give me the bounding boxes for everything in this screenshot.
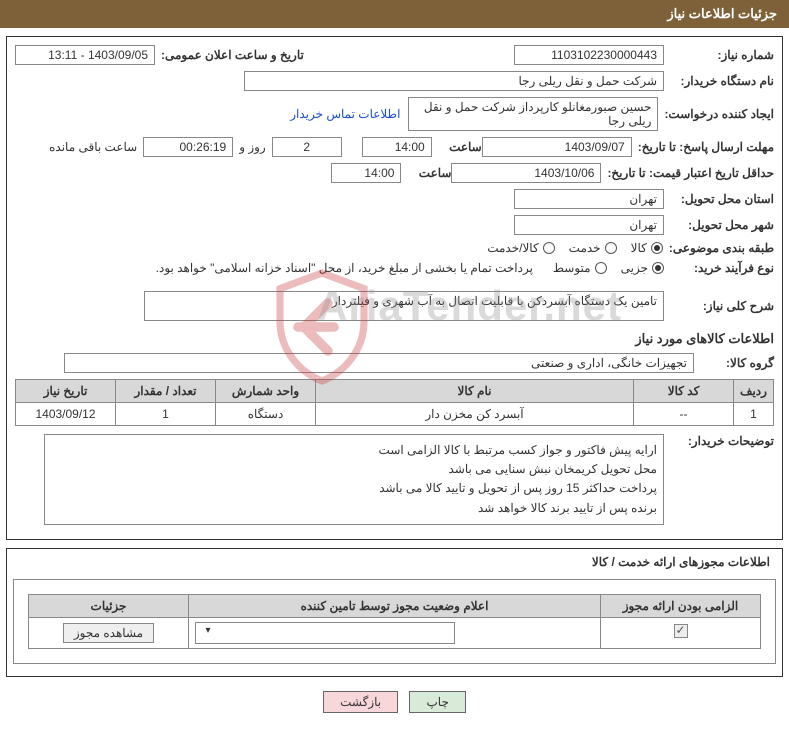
category-radio-group: کالا خدمت کالا/خدمت [487, 241, 663, 255]
province-field: تهران [514, 189, 664, 209]
category-both-label: کالا/خدمت [487, 241, 538, 255]
category-khedmat-radio[interactable] [605, 242, 617, 254]
requester-label: ایجاد کننده درخواست: [658, 107, 774, 121]
col-name: نام کالا [316, 380, 634, 403]
main-panel: AriaTender.net شماره نیاز: 1103102230000… [6, 36, 783, 540]
days-suffix: روز و [233, 140, 272, 154]
buyer-desc-box: ارایه پیش فاکتور و جواز کسب مرتبط با کال… [44, 434, 664, 525]
goods-section-title: اطلاعات کالاهای مورد نیاز [15, 331, 774, 347]
validity-time-label: ساعت [401, 166, 451, 180]
contact-link[interactable]: اطلاعات تماس خریدار [290, 107, 400, 121]
lic-col-mandatory: الزامی بودن ارائه مجوز [601, 594, 761, 617]
process-note: پرداخت تمام یا بخشی از مبلغ خرید، از محل… [156, 261, 533, 275]
cell-qty: 1 [116, 403, 216, 426]
process-motevaset-radio[interactable] [595, 262, 607, 274]
deadline-time-field: 14:00 [362, 137, 432, 157]
col-qty: تعداد / مقدار [116, 380, 216, 403]
col-row: ردیف [734, 380, 774, 403]
print-button[interactable]: چاپ [409, 691, 465, 713]
buyer-desc-line: محل تحویل کریمخان نبش سنایی می باشد [51, 460, 657, 479]
mandatory-checkbox[interactable] [674, 624, 688, 638]
buyer-desc-line: برنده پس از تایید برند کالا خواهد شد [51, 499, 657, 518]
days-field: 2 [272, 137, 342, 157]
goods-table: ردیف کد کالا نام کالا واحد شمارش تعداد /… [15, 379, 774, 426]
view-license-button[interactable]: مشاهده مجوز [63, 623, 154, 643]
lic-col-detail: جزئیات [29, 594, 189, 617]
category-label: طبقه بندی موضوعی: [663, 241, 774, 255]
process-label: نوع فرآیند خرید: [664, 261, 774, 275]
category-khedmat-label: خدمت [569, 241, 601, 255]
remaining-field: 00:26:19 [143, 137, 233, 157]
group-field: تجهیزات خانگی، اداری و صنعتی [64, 353, 694, 373]
announce-field: 1403/09/05 - 13:11 [15, 45, 155, 65]
lic-detail-cell: مشاهده مجوز [29, 617, 189, 648]
validity-date-field: 1403/10/06 [451, 163, 601, 183]
col-code: کد کالا [634, 380, 734, 403]
license-row: ▾ مشاهده مجوز [29, 617, 761, 648]
org-label: نام دستگاه خریدار: [664, 74, 774, 88]
page-header: جزئیات اطلاعات نیاز [0, 0, 789, 28]
cell-date: 1403/09/12 [16, 403, 116, 426]
desc-field: تامین یک دستگاه آبسردکن با قابلیت اتصال … [144, 291, 664, 321]
remaining-suffix: ساعت باقی مانده [43, 140, 143, 154]
table-row: 1 -- آبسرد کن مخزن دار دستگاه 1 1403/09/… [16, 403, 774, 426]
category-both-radio[interactable] [543, 242, 555, 254]
group-label: گروه کالا: [694, 356, 774, 370]
requester-field: حسین صبورمغانلو کارپرداز شرکت حمل و نقل … [408, 97, 658, 131]
back-button[interactable]: بازگشت [323, 691, 398, 713]
validity-time-field: 14:00 [331, 163, 401, 183]
process-jozi-radio[interactable] [652, 262, 664, 274]
cell-idx: 1 [734, 403, 774, 426]
province-label: استان محل تحویل: [664, 192, 774, 206]
process-jozi-label: جزیی [621, 261, 648, 275]
license-table: الزامی بودن ارائه مجوز اعلام وضعیت مجوز … [28, 594, 761, 649]
process-radio-group: جزیی متوسط [553, 261, 664, 275]
deadline-date-field: 1403/09/07 [482, 137, 632, 157]
lic-mandatory-cell [601, 617, 761, 648]
city-field: تهران [514, 215, 664, 235]
buyer-desc-line: پرداخت حداکثر 15 روز پس از تحویل و تایید… [51, 479, 657, 498]
cell-name: آبسرد کن مخزن دار [316, 403, 634, 426]
process-motevaset-label: متوسط [553, 261, 591, 275]
announce-label: تاریخ و ساعت اعلان عمومی: [155, 48, 304, 62]
status-select[interactable]: ▾ [195, 622, 455, 644]
validity-label: حداقل تاریخ اعتبار قیمت: تا تاریخ: [601, 166, 774, 180]
city-label: شهر محل تحویل: [664, 218, 774, 232]
chevron-down-icon: ▾ [200, 625, 216, 641]
col-date: تاریخ نیاز [16, 380, 116, 403]
deadline-label: مهلت ارسال پاسخ: تا تاریخ: [632, 140, 774, 154]
license-header: اطلاعات مجوزهای ارائه خدمت / کالا [19, 555, 770, 573]
lic-status-cell: ▾ [189, 617, 601, 648]
page-title: جزئیات اطلاعات نیاز [667, 6, 777, 21]
need-number-label: شماره نیاز: [664, 48, 774, 62]
buyer-desc-label: توضیحات خریدار: [664, 434, 774, 448]
category-kala-radio[interactable] [651, 242, 663, 254]
lic-col-status: اعلام وضعیت مجوز توسط تامین کننده [189, 594, 601, 617]
cell-unit: دستگاه [216, 403, 316, 426]
col-unit: واحد شمارش [216, 380, 316, 403]
buyer-desc-line: ارایه پیش فاکتور و جواز کسب مرتبط با کال… [51, 441, 657, 460]
license-panel: اطلاعات مجوزهای ارائه خدمت / کالا الزامی… [6, 548, 783, 677]
deadline-time-label: ساعت [432, 140, 482, 154]
desc-label: شرح کلی نیاز: [664, 299, 774, 313]
license-inner: الزامی بودن ارائه مجوز اعلام وضعیت مجوز … [13, 579, 776, 664]
cell-code: -- [634, 403, 734, 426]
bottom-button-bar: چاپ بازگشت [0, 681, 789, 723]
category-kala-label: کالا [631, 241, 647, 255]
need-number-field: 1103102230000443 [514, 45, 664, 65]
org-field: شرکت حمل و نقل ریلی رجا [244, 71, 664, 91]
